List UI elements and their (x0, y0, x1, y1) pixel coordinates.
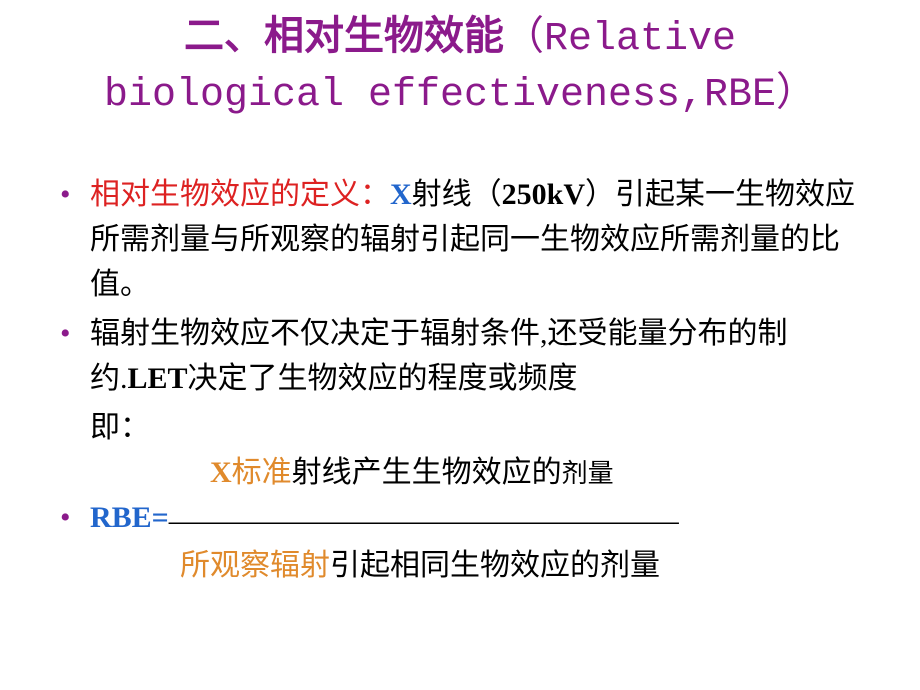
bullet2-let: LET (128, 362, 188, 395)
bullet1-t1: 射线（ (412, 178, 502, 211)
slide-body: 相对生物效应的定义：X射线（250kV）引起某一生物效应所需剂量与所观察的辐射引… (50, 172, 870, 588)
bullet1-x: X (390, 178, 412, 211)
num-rest: 射线产生生物效应的 (292, 456, 562, 489)
bullet2-t2: 决定了生物效应的程度或频度 (188, 362, 578, 395)
bullet1-label: 相对生物效应的定义： (90, 178, 390, 211)
denom-rest: 引起相同生物效应的剂量 (330, 549, 660, 582)
title-en1: （Relative (504, 17, 736, 62)
bullet1-kv: 250kV (502, 178, 585, 211)
slide: 二、相对生物效能（Relative biological effectivene… (0, 0, 920, 690)
bullet-2: 辐射生物效应不仅决定于辐射条件,还受能量分布的制约.LET决定了生物效应的程度或… (50, 311, 870, 401)
fraction-line: ————————————————— (169, 498, 679, 543)
formula-denominator: 所观察辐射引起相同生物效应的剂量 (50, 543, 870, 588)
formula-equals: RBE=————————————————— (50, 495, 870, 543)
indent-line: 即： (50, 405, 870, 450)
title-cn: 二、相对生物效能 (184, 13, 504, 58)
denom-obs: 所观察辐射 (180, 549, 330, 582)
slide-title: 二、相对生物效能（Relative biological effectivene… (50, 10, 870, 122)
num-std: 标准 (232, 456, 292, 489)
num-x: X (210, 456, 232, 489)
bullet-1: 相对生物效应的定义：X射线（250kV）引起某一生物效应所需剂量与所观察的辐射引… (50, 172, 870, 307)
num-dose: 剂量 (562, 459, 614, 488)
formula-numerator: X标准射线产生生物效应的剂量 (50, 450, 870, 495)
rbe-label: RBE= (90, 501, 169, 534)
title-en2: biological effectiveness,RBE） (104, 73, 816, 118)
